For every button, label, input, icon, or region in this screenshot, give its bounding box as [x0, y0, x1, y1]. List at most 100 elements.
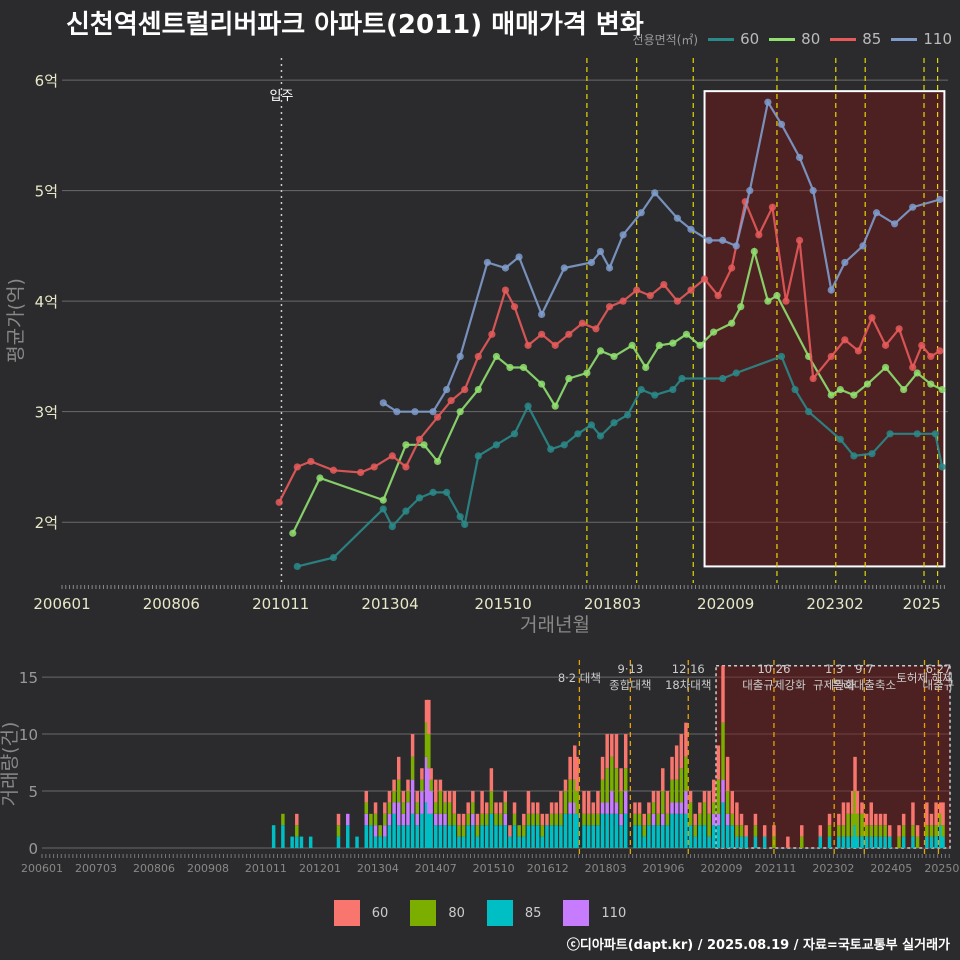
volume-bar	[471, 813, 475, 826]
volume-legend-swatch-85	[486, 900, 513, 926]
volume-bar	[837, 813, 841, 826]
data-point-80	[519, 363, 528, 372]
volume-bar	[575, 791, 579, 814]
data-point-80	[737, 303, 745, 311]
legend-label-85: 85	[862, 30, 882, 48]
data-point-60	[624, 411, 632, 419]
volume-bar	[656, 791, 660, 814]
volume-bar	[619, 791, 623, 814]
volume-bar	[443, 813, 447, 826]
data-point-60	[510, 430, 519, 438]
volume-bar	[744, 836, 748, 848]
volume-bar	[730, 791, 735, 814]
data-point-80	[506, 363, 514, 372]
data-point-85	[488, 330, 496, 338]
policy-label: 9·13	[618, 662, 644, 676]
volume-bar	[711, 779, 716, 803]
data-point-85	[795, 236, 804, 244]
volume-bar	[545, 813, 549, 826]
volume-bar	[369, 825, 373, 848]
legend-item-85: 85	[830, 30, 881, 48]
data-point-80	[379, 496, 387, 504]
volume-bar	[647, 802, 651, 814]
data-point-60	[678, 374, 686, 383]
volume-bar	[434, 813, 438, 826]
data-point-110	[827, 286, 835, 294]
data-point-85	[768, 203, 777, 211]
volume-bar	[730, 825, 735, 848]
x-tick-label: 202009	[697, 595, 754, 613]
volume-bar	[573, 779, 577, 803]
x-axis-title: 거래년월	[520, 614, 590, 636]
volume-bar	[716, 745, 721, 780]
data-point-60	[402, 507, 410, 515]
volume-bar	[684, 756, 688, 792]
volume-bar	[901, 813, 906, 826]
volume-bar	[295, 813, 299, 826]
volume-bar	[424, 802, 429, 848]
volume-bar	[702, 802, 707, 826]
volume-bar	[605, 813, 609, 848]
volume-bar	[739, 813, 744, 826]
volume-bar	[818, 825, 823, 837]
volume-bar	[438, 813, 443, 826]
data-point-60	[429, 488, 437, 496]
data-point-60	[560, 441, 568, 449]
volume-bar	[661, 813, 665, 826]
highlight-region	[703, 90, 946, 568]
data-point-60	[850, 452, 858, 460]
volume-bar	[559, 791, 563, 814]
volume-bar	[860, 802, 864, 814]
volume-bar	[846, 802, 850, 814]
volume-bar	[661, 768, 665, 792]
volume-bar	[610, 756, 614, 792]
data-point-80	[642, 363, 650, 372]
data-point-60	[443, 488, 451, 496]
volume-bar	[475, 825, 480, 837]
volume-bar	[498, 802, 503, 814]
vol-x-tick-label: 200806	[133, 862, 175, 875]
volume-bar	[427, 768, 431, 814]
data-point-80	[863, 380, 872, 388]
volume-bar	[725, 825, 730, 848]
volume-bar	[484, 802, 489, 814]
volume-bar	[800, 836, 804, 848]
data-point-110	[651, 189, 659, 197]
volume-bar	[674, 802, 679, 814]
legend-item-60: 60	[708, 30, 759, 48]
volume-legend-swatch-80	[410, 900, 437, 926]
volume-legend-swatch-60	[333, 900, 360, 926]
volume-bar	[772, 825, 776, 837]
volume-bar	[535, 825, 540, 848]
data-point-110	[705, 236, 713, 244]
volume-bar	[753, 825, 758, 837]
volume-bar	[915, 825, 920, 837]
volume-bar	[642, 825, 646, 837]
data-point-110	[909, 203, 917, 211]
volume-bar	[563, 779, 568, 792]
volume-bar	[735, 825, 739, 837]
volume-bar	[721, 722, 725, 780]
volume-bar	[633, 813, 637, 826]
data-point-60	[913, 430, 921, 438]
volume-bar	[698, 813, 702, 826]
volume-bar	[702, 825, 707, 848]
data-point-85	[578, 319, 586, 327]
volume-bar	[415, 802, 419, 814]
data-point-110	[538, 310, 546, 319]
data-point-80	[420, 441, 428, 449]
volume-bar	[934, 825, 938, 837]
policy-label: 6·27	[926, 662, 952, 676]
data-point-85	[524, 341, 532, 349]
data-point-80	[900, 385, 908, 394]
volume-bar	[651, 825, 656, 848]
data-point-110	[764, 98, 772, 106]
volume-bar	[531, 813, 535, 826]
data-point-110	[456, 352, 464, 361]
data-point-85	[927, 352, 935, 361]
volume-bar	[396, 802, 401, 826]
volume-bar	[864, 825, 869, 837]
volume-bar	[387, 802, 392, 814]
y-axis-title: 평균가(억)	[5, 278, 27, 363]
